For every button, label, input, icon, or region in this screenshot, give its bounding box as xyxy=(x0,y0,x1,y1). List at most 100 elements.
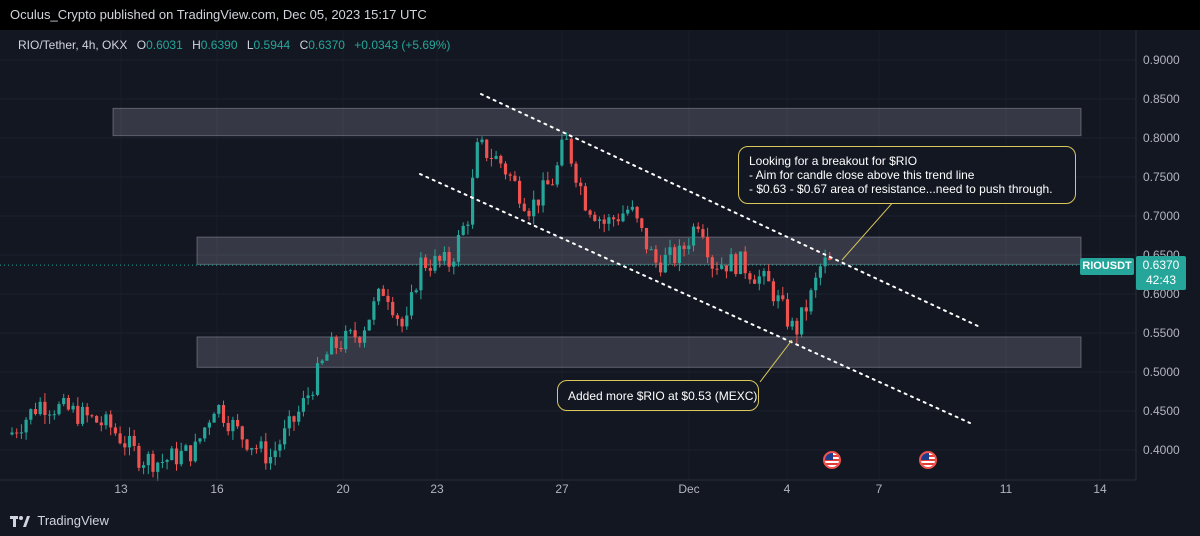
price-zone xyxy=(196,336,1082,368)
candle xyxy=(743,246,747,279)
candle xyxy=(682,242,686,257)
legend-close-label: C xyxy=(299,38,309,52)
candle xyxy=(362,326,367,348)
candle xyxy=(80,402,85,427)
candle xyxy=(386,289,390,310)
candle xyxy=(560,134,564,167)
candle xyxy=(489,148,493,167)
candle xyxy=(541,172,545,213)
candle xyxy=(301,390,305,417)
candle xyxy=(475,138,479,179)
candle xyxy=(480,136,484,145)
candle xyxy=(696,222,700,233)
candle xyxy=(579,177,583,196)
footer-brand: TradingView xyxy=(37,513,109,528)
candle xyxy=(781,286,785,302)
candle xyxy=(485,139,489,162)
candle xyxy=(555,161,559,188)
price-tick-label: 0.7500 xyxy=(1143,170,1180,184)
candle xyxy=(729,248,733,272)
candle xyxy=(339,340,343,352)
legend-open-value: 0.6031 xyxy=(146,38,183,52)
candle xyxy=(814,272,818,298)
candle xyxy=(311,391,315,400)
candle xyxy=(189,445,193,467)
candle xyxy=(207,419,211,435)
upper-trend-line xyxy=(480,93,981,328)
price-tick-label: 0.6000 xyxy=(1143,287,1180,301)
candle xyxy=(226,415,230,436)
price-tick-label: 0.7000 xyxy=(1143,209,1180,223)
candle xyxy=(377,287,381,306)
candle xyxy=(607,213,611,231)
candle xyxy=(198,437,202,445)
candle xyxy=(283,419,287,450)
candle xyxy=(428,259,432,277)
price-tick-label: 0.8000 xyxy=(1143,131,1180,145)
candle xyxy=(644,227,649,254)
candle xyxy=(748,270,752,284)
candle xyxy=(409,284,414,320)
candle xyxy=(640,217,644,232)
candle xyxy=(353,321,357,343)
candle xyxy=(452,258,456,275)
candle xyxy=(90,414,94,419)
candle xyxy=(372,297,376,325)
candle xyxy=(597,216,602,229)
candle xyxy=(809,288,813,315)
price-zone xyxy=(112,107,1082,137)
publisher-bar: Oculus_Crypto published on TradingView.c… xyxy=(0,0,1200,30)
candle xyxy=(367,319,371,331)
time-tick-label: 7 xyxy=(876,482,883,496)
candle xyxy=(71,402,75,413)
candle xyxy=(442,246,446,264)
candle xyxy=(673,244,677,267)
time-tick-label: 23 xyxy=(430,482,444,496)
candle xyxy=(381,285,385,297)
price-tick-label: 0.9000 xyxy=(1143,53,1180,67)
candle xyxy=(616,213,620,226)
breakout-note-line1: Looking for a breakout for $RIO xyxy=(749,154,918,168)
candle xyxy=(494,150,498,160)
candle xyxy=(320,359,324,365)
candle xyxy=(259,436,263,453)
candle xyxy=(137,442,141,472)
time-tick-label: 20 xyxy=(336,482,350,496)
candle xyxy=(734,252,738,277)
breakout-note[interactable]: Looking for a breakout for $RIO - Aim fo… xyxy=(738,146,1076,204)
candle xyxy=(753,274,757,284)
candle xyxy=(391,296,395,318)
candle xyxy=(691,223,696,252)
us-flag-icon[interactable] xyxy=(919,451,937,469)
time-tick-label: 16 xyxy=(210,482,224,496)
candle xyxy=(800,307,804,338)
candle xyxy=(659,255,663,277)
candle xyxy=(170,446,174,461)
candle xyxy=(724,265,728,279)
candle xyxy=(52,410,56,420)
us-flag-icon[interactable] xyxy=(823,451,841,469)
candle xyxy=(358,335,362,348)
candle xyxy=(146,451,150,475)
candle xyxy=(602,214,606,233)
trend-lines xyxy=(419,93,981,424)
candle xyxy=(273,441,277,466)
buy-note[interactable]: Added more $RIO at $0.53 (MEXC) xyxy=(557,380,759,411)
candle xyxy=(297,405,301,426)
legend-low-label: L xyxy=(246,38,254,52)
candle xyxy=(701,224,705,240)
current-symbol-badge: RIOUSDT xyxy=(1080,258,1134,275)
candle xyxy=(264,432,268,470)
candle xyxy=(527,208,531,221)
candle xyxy=(677,239,681,272)
legend-low-value: 0.5944 xyxy=(253,38,291,52)
candle xyxy=(174,441,179,471)
candle xyxy=(184,443,188,452)
candle xyxy=(612,214,616,227)
candle xyxy=(776,289,780,309)
candle xyxy=(532,190,536,225)
candle xyxy=(654,245,658,268)
chart-area[interactable]: 0.9000 0.8500 0.8000 0.7500 0.7000 0.6500 0.60… xyxy=(0,30,1200,506)
candle xyxy=(62,393,66,407)
price-chart[interactable]: 0.90000.85000.80000.75000.70000.65000.60… xyxy=(0,30,1200,506)
